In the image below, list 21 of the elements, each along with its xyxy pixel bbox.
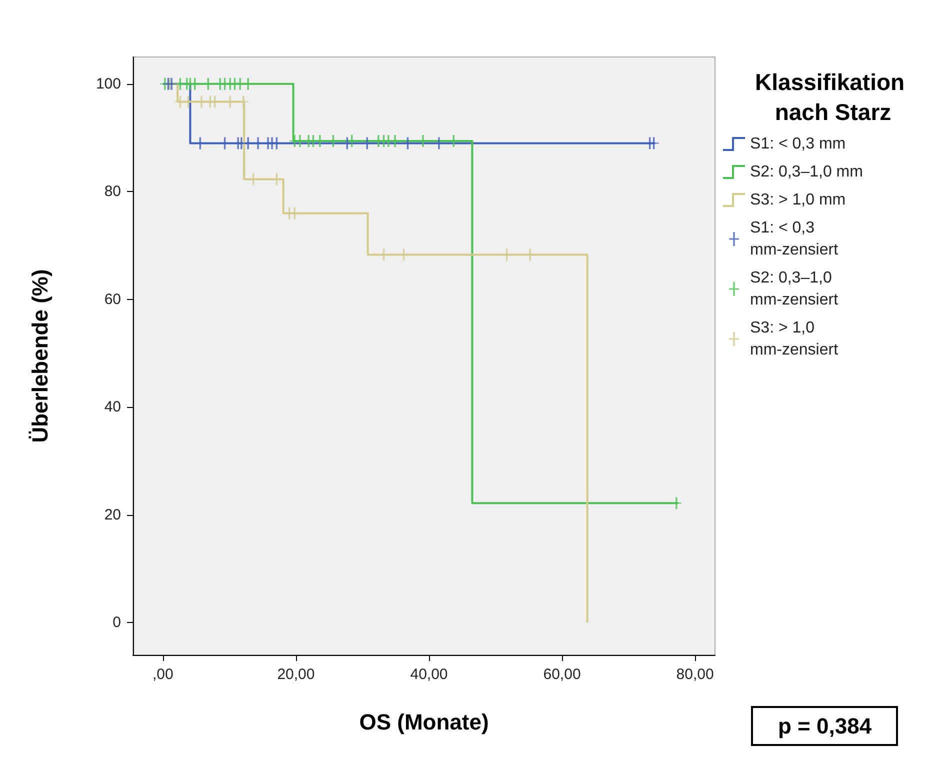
y-tick-label: 80 [104, 183, 121, 200]
x-tick-label: 60,00 [543, 666, 581, 683]
y-tick-label: 100 [96, 75, 121, 92]
legend-label: S1: < 0,3 mm-zensiert [750, 220, 839, 258]
legend-label: S3: > 1,0 mm-zensiert [750, 320, 839, 358]
y-tick-label: 40 [104, 398, 121, 416]
y-tick-label: 0 [112, 614, 121, 632]
x-axis-title: OS (Monate) [359, 710, 489, 734]
legend-label: S3: > 1,0 mm [750, 192, 846, 208]
x-tick-label: 80,00 [676, 666, 714, 683]
y-tick-label: 20 [104, 506, 121, 524]
x-tick-label: ,00 [152, 666, 174, 683]
legend-title: Klassifikation nach Starz [755, 69, 911, 125]
legend-label: S1: < 0,3 mm [750, 136, 846, 152]
y-axis-title: Überlebende (%) [28, 269, 52, 443]
y-tick-label: 60 [104, 290, 121, 308]
legend-label: S2: 0,3–1,0 mm [750, 164, 863, 180]
x-tick-label: 20,00 [277, 666, 315, 683]
x-tick-label: 40,00 [410, 666, 448, 683]
text: p = 0,384 [778, 714, 872, 738]
legend-label: S2: 0,3–1,0 mm-zensiert [750, 270, 839, 308]
